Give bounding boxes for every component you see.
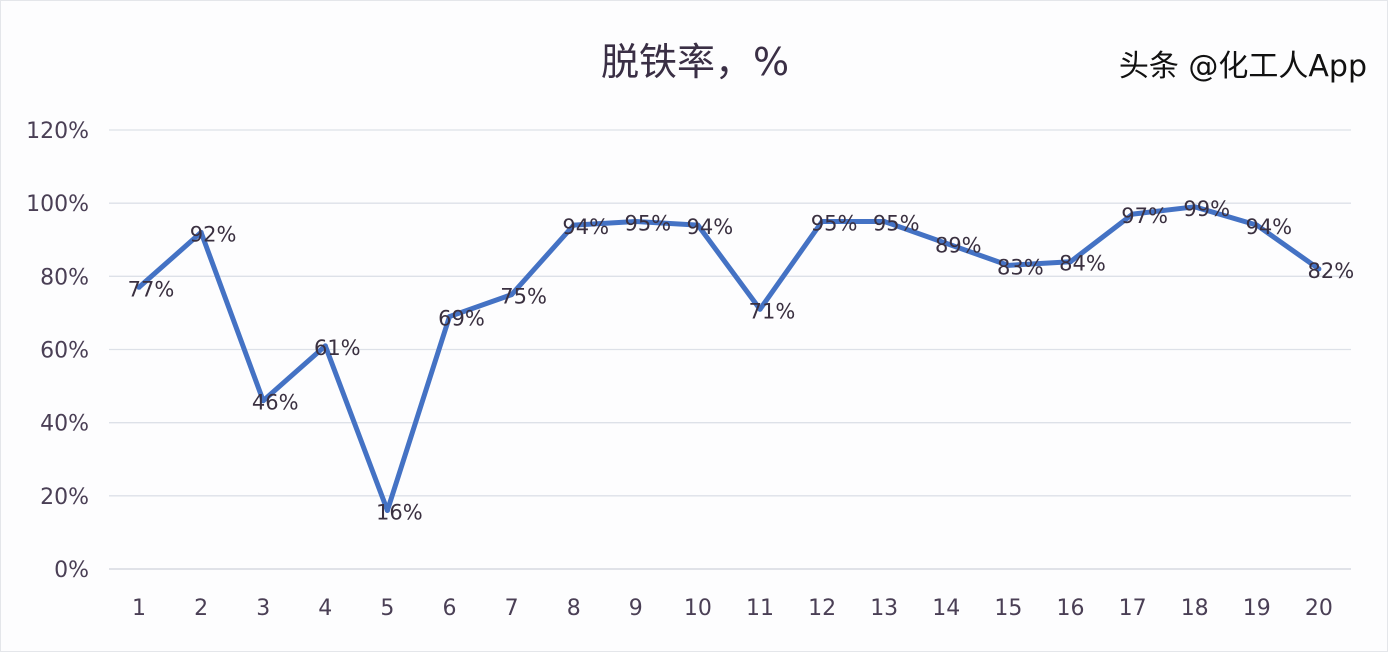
data-label: 61% — [314, 336, 361, 360]
watermark: 头条 @化工人App — [1118, 49, 1367, 84]
data-label: 46% — [252, 391, 299, 415]
data-label: 99% — [1183, 197, 1230, 221]
data-point — [1254, 222, 1260, 228]
y-tick-label: 120% — [26, 119, 89, 144]
data-label: 77% — [128, 277, 175, 301]
data-point — [1316, 266, 1322, 272]
data-label: 94% — [1245, 215, 1292, 239]
data-point — [260, 398, 266, 404]
x-tick-label: 12 — [808, 596, 836, 621]
x-tick-label: 7 — [505, 596, 519, 621]
data-label: 16% — [376, 500, 423, 524]
data-point — [571, 222, 577, 228]
data-label: 83% — [997, 255, 1044, 279]
data-point — [136, 284, 142, 290]
x-tick-label: 10 — [684, 596, 712, 621]
x-tick-label: 15 — [994, 596, 1022, 621]
data-point — [509, 292, 515, 298]
data-point — [757, 306, 763, 312]
data-label: 75% — [500, 285, 547, 309]
data-point — [819, 218, 825, 224]
data-line — [137, 204, 1321, 513]
data-point — [1068, 259, 1073, 265]
chart-title: 脱铁率，% — [600, 40, 790, 84]
data-label: 84% — [1059, 252, 1106, 276]
data-point — [198, 229, 204, 235]
x-tick-label: 16 — [1057, 596, 1085, 621]
x-tick-label: 18 — [1181, 596, 1209, 621]
x-tick-label: 17 — [1119, 596, 1147, 621]
y-tick-label: 20% — [40, 485, 89, 510]
x-tick-label: 4 — [318, 596, 332, 621]
y-tick-label: 60% — [40, 339, 89, 364]
data-point — [447, 314, 452, 320]
data-label: 82% — [1308, 259, 1355, 283]
data-point — [943, 240, 949, 246]
x-tick-label: 5 — [380, 596, 394, 621]
data-point — [322, 343, 328, 349]
data-label: 69% — [438, 307, 485, 331]
data-point — [881, 218, 887, 224]
data-point — [1192, 204, 1198, 210]
x-tick-label: 9 — [629, 596, 643, 621]
data-label: 89% — [935, 233, 982, 257]
data-point — [633, 218, 639, 224]
x-tick-label: 1 — [132, 596, 146, 621]
data-point — [1005, 262, 1011, 268]
data-label: 94% — [562, 215, 609, 239]
data-label: 92% — [190, 222, 237, 246]
x-tick-label: 3 — [256, 596, 270, 621]
x-tick-label: 2 — [194, 596, 208, 621]
data-label: 97% — [1121, 204, 1168, 228]
data-label: 95% — [811, 211, 858, 235]
data-label: 95% — [624, 211, 671, 235]
y-tick-label: 40% — [40, 412, 89, 437]
x-tick-label: 19 — [1243, 596, 1271, 621]
x-tick-label: 14 — [932, 596, 960, 621]
y-tick-label: 100% — [26, 192, 89, 217]
data-label: 94% — [687, 215, 734, 239]
x-tick-label: 20 — [1305, 596, 1333, 621]
x-tick-label: 6 — [443, 596, 457, 621]
data-point — [1130, 211, 1136, 217]
x-tick-label: 11 — [746, 596, 774, 621]
y-tick-label: 0% — [54, 558, 89, 583]
data-point — [384, 507, 390, 513]
x-tick-label: 8 — [567, 596, 581, 621]
y-tick-label: 80% — [40, 265, 89, 290]
x-tick-label: 13 — [870, 596, 898, 621]
data-point — [695, 222, 701, 228]
data-label: 71% — [749, 299, 796, 323]
data-label: 95% — [873, 211, 920, 235]
